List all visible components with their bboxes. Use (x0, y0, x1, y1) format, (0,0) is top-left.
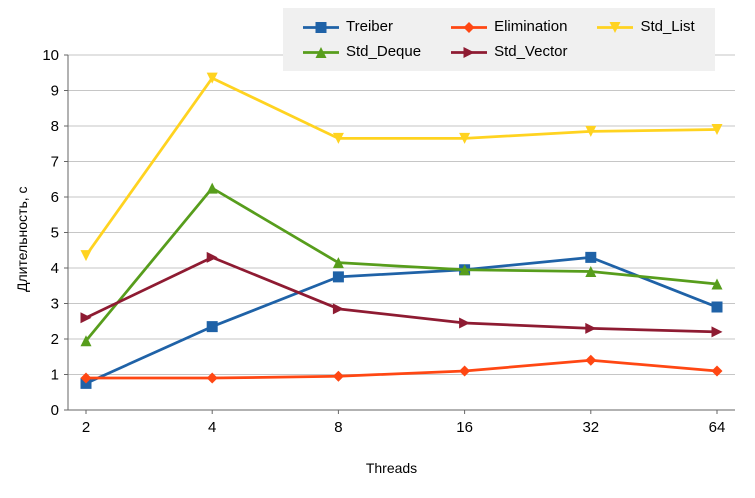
x-tick-label: 64 (709, 419, 726, 436)
y-tick-label: 10 (42, 47, 59, 64)
y-tick-label: 0 (51, 402, 59, 419)
legend-marker-icon (451, 46, 488, 58)
series-line-Elimination (86, 358, 718, 380)
x-tick-label: 16 (456, 419, 473, 436)
y-tick-label: 8 (51, 118, 59, 135)
x-tick-label: 32 (582, 419, 599, 436)
legend-marker-icon (597, 21, 634, 33)
y-axis-title: Длительность, с (14, 186, 30, 292)
legend-item-Std_Vector: Std_Vector (451, 43, 568, 60)
legend-item-Std_Deque: Std_Deque (303, 43, 422, 60)
legend-item-Std_List: Std_List (597, 18, 695, 35)
y-tick-label: 4 (51, 260, 59, 277)
x-tick-label: 4 (208, 419, 216, 436)
series-line-Treiber (85, 255, 718, 385)
y-tick-label: 2 (51, 331, 59, 348)
legend-label: Std_Deque (346, 43, 422, 60)
legend-label: Std_List (640, 18, 695, 35)
y-tick-label: 3 (51, 296, 59, 313)
series-markers-Std_Vector (80, 251, 723, 338)
legend-item-Elimination: Elimination (451, 18, 568, 35)
x-tick-label: 8 (334, 419, 342, 436)
series-line-Std_Deque (84, 186, 718, 342)
chart-legend: Treiber Elimination Std_List Std_Deque Std_V… (283, 8, 715, 71)
legend-label: Elimination (494, 18, 568, 35)
legend-marker-icon (303, 21, 339, 33)
x-axis-title: Threads (365, 460, 418, 476)
y-tick-label: 1 (51, 367, 59, 384)
legend-marker-icon (303, 46, 339, 58)
legend-label: Treiber (346, 18, 393, 35)
y-tick-label: 9 (51, 83, 59, 100)
series-line-Std_Vector (85, 255, 718, 334)
y-tick-label: 7 (51, 154, 59, 171)
legend-item-Treiber: Treiber (303, 18, 421, 35)
series-markers-Std_Deque (80, 182, 723, 347)
y-tick-label: 6 (51, 189, 59, 206)
y-tick-label: 5 (51, 225, 59, 242)
x-tick-label: 2 (82, 419, 90, 436)
series-line-Std_List (84, 76, 718, 257)
legend-marker-icon (451, 21, 488, 33)
legend-label: Std_Vector (494, 43, 568, 60)
